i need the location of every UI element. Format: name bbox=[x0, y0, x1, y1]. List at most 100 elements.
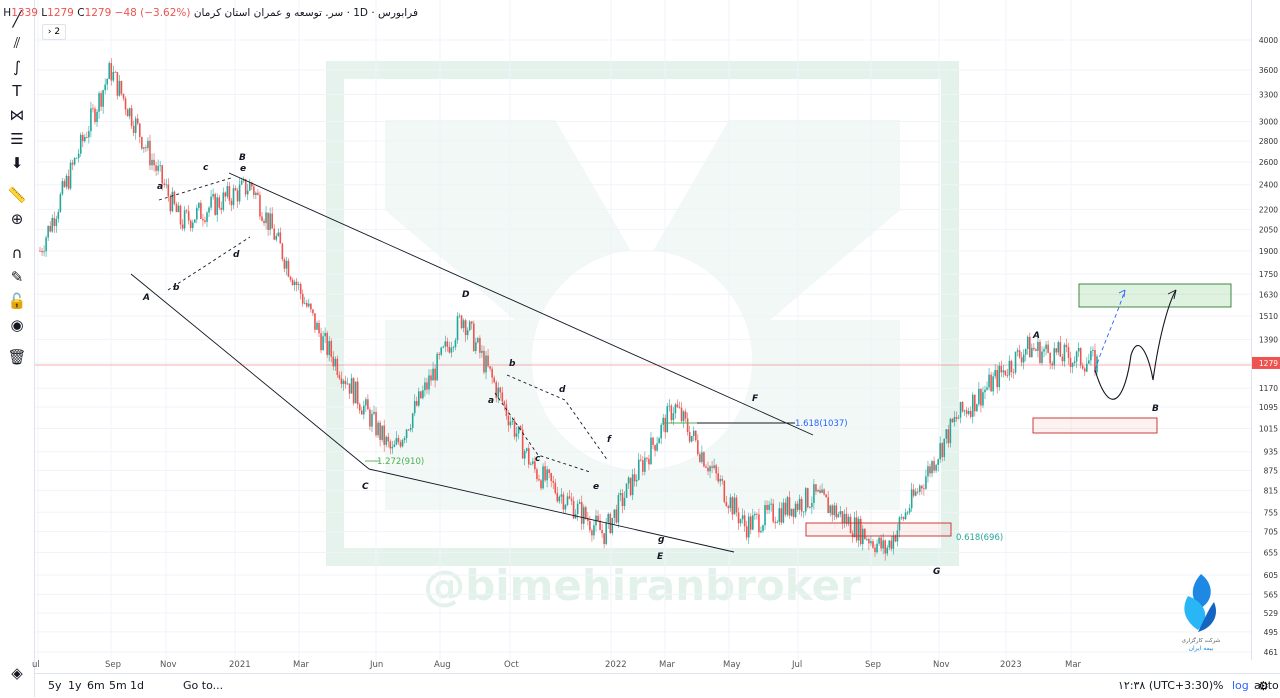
brush-icon[interactable]: ∫ bbox=[13, 58, 21, 76]
price-label: 4000 bbox=[1259, 36, 1278, 45]
price-scale[interactable]: 4000 3600 3300 3000 2800 2600 2400 2200 2050 1900… bbox=[1251, 0, 1280, 660]
candle-body bbox=[703, 452, 705, 467]
candle-body bbox=[927, 466, 929, 477]
candle-body bbox=[350, 378, 353, 394]
candle-body bbox=[261, 216, 263, 221]
candle-body bbox=[334, 358, 337, 367]
candle-body bbox=[1075, 351, 1078, 362]
price-label: 2800 bbox=[1259, 137, 1278, 146]
symbol-name[interactable]: فرابورس · 1D · سر. توسعه و عمران استان ک… bbox=[193, 7, 418, 19]
range-5y-button[interactable]: 5y bbox=[48, 679, 62, 692]
candle-body bbox=[320, 333, 322, 351]
candle-body bbox=[43, 251, 45, 253]
layers-icon[interactable]: ◈ bbox=[11, 664, 23, 682]
candle-body bbox=[181, 224, 184, 229]
pattern-tool-icon[interactable]: ⋈ bbox=[9, 106, 25, 124]
candle-body bbox=[434, 368, 436, 381]
cursor-line-icon[interactable]: ╱ bbox=[12, 10, 22, 28]
wave-label: B bbox=[1152, 404, 1159, 414]
candle-body bbox=[538, 479, 540, 481]
candle-body bbox=[839, 511, 842, 515]
zoom-in-icon[interactable]: ⊕ bbox=[10, 210, 24, 228]
candle-body bbox=[770, 503, 772, 505]
trendline-tools-icon[interactable]: ⫽ bbox=[13, 34, 21, 52]
eye-icon[interactable]: ◉ bbox=[10, 316, 24, 334]
time-axis[interactable]: ul Sep Nov 2021 Mar Jun Aug Oct 2022 Mar May Jul Sep… bbox=[32, 660, 1251, 673]
candle-body bbox=[360, 410, 363, 415]
time-label: Aug bbox=[434, 660, 451, 670]
range-1d-button[interactable]: 1d bbox=[130, 679, 144, 692]
trash-icon[interactable]: 🗑 bbox=[7, 348, 27, 366]
candle-body bbox=[888, 540, 891, 548]
candle-body bbox=[369, 409, 371, 427]
candle-body bbox=[931, 461, 933, 474]
candle-body bbox=[658, 438, 660, 444]
candle-body bbox=[853, 517, 856, 538]
text-tool-icon[interactable]: T bbox=[12, 82, 22, 100]
candle-body bbox=[705, 466, 707, 468]
candle-body bbox=[941, 443, 944, 458]
candle-body bbox=[906, 512, 909, 514]
candle-body bbox=[285, 260, 288, 269]
ruler-icon[interactable]: 📏 bbox=[7, 186, 27, 204]
fib-tool-icon[interactable]: ☰ bbox=[10, 130, 24, 148]
candle-body bbox=[240, 180, 243, 185]
log-toggle[interactable]: log bbox=[1232, 679, 1249, 692]
candle-body bbox=[747, 516, 750, 538]
candle-body bbox=[45, 237, 47, 252]
candle-body bbox=[84, 137, 86, 142]
candle-body bbox=[878, 537, 880, 544]
candle-body bbox=[456, 316, 459, 341]
price-chart[interactable]: @bimehiranbroker A B C D E F Ga b c d e a b c d e f g A B 1… bbox=[35, 0, 1251, 660]
range-6m-button[interactable]: 6m bbox=[87, 679, 105, 692]
candle-body bbox=[578, 502, 581, 504]
candle-body bbox=[916, 491, 919, 493]
wave-label: E bbox=[657, 552, 664, 562]
candle-body bbox=[297, 284, 300, 285]
price-label: 461 bbox=[1264, 648, 1279, 657]
auto-toggle[interactable]: auto bbox=[1254, 679, 1279, 692]
percent-toggle[interactable]: % bbox=[1213, 679, 1224, 692]
candle-body bbox=[623, 497, 626, 507]
candle-body bbox=[395, 438, 398, 445]
candle-body bbox=[534, 461, 536, 470]
candle-body bbox=[792, 508, 795, 518]
candle-body bbox=[120, 80, 123, 94]
lock-icon[interactable]: 🔓 bbox=[7, 292, 27, 310]
candle-body bbox=[731, 497, 734, 515]
candle-body bbox=[466, 330, 469, 336]
candle-body bbox=[495, 382, 498, 398]
magnet-icon[interactable]: ∩ bbox=[11, 244, 23, 262]
goto-button[interactable]: Go to... bbox=[183, 679, 224, 692]
arrow-down-icon[interactable]: ⬇ bbox=[10, 154, 24, 172]
price-label: 655 bbox=[1264, 549, 1279, 558]
candle-body bbox=[688, 431, 691, 442]
settings-gear-icon[interactable]: ⚙ bbox=[1258, 679, 1269, 693]
candle-body bbox=[570, 498, 573, 501]
candle-body bbox=[273, 228, 276, 240]
time-label: 2023 bbox=[1000, 660, 1022, 670]
candle-body bbox=[202, 218, 204, 221]
lock-drawings-icon[interactable]: ✎ bbox=[10, 268, 24, 286]
candle-body bbox=[1041, 351, 1043, 363]
candle-body bbox=[692, 430, 695, 436]
clock-timezone[interactable]: ۱۲:۳۸ (UTC+3:30) bbox=[1118, 679, 1214, 692]
candle-body bbox=[246, 190, 249, 195]
candle-body bbox=[352, 378, 355, 404]
range-1y-button[interactable]: 1y bbox=[68, 679, 82, 692]
candle-body bbox=[448, 346, 451, 353]
candle-body bbox=[1053, 348, 1056, 366]
support-zone-upper bbox=[1032, 417, 1158, 434]
candle-body bbox=[293, 281, 296, 286]
candle-body bbox=[796, 503, 799, 510]
indicator-counter[interactable]: › 2 bbox=[42, 24, 66, 40]
candle-body bbox=[949, 418, 952, 444]
candle-body bbox=[976, 404, 978, 412]
symbol-legend[interactable]: فرابورس · 1D · سر. توسعه و عمران استان ک… bbox=[0, 7, 418, 19]
candle-body bbox=[617, 495, 620, 523]
ohlc-values: O1339 H1339 L1279 C1279 −48 (−3.62%) bbox=[3, 7, 191, 19]
range-5m-button[interactable]: 5m bbox=[109, 679, 127, 692]
candle-body bbox=[786, 497, 789, 515]
candle-body bbox=[1006, 375, 1009, 376]
